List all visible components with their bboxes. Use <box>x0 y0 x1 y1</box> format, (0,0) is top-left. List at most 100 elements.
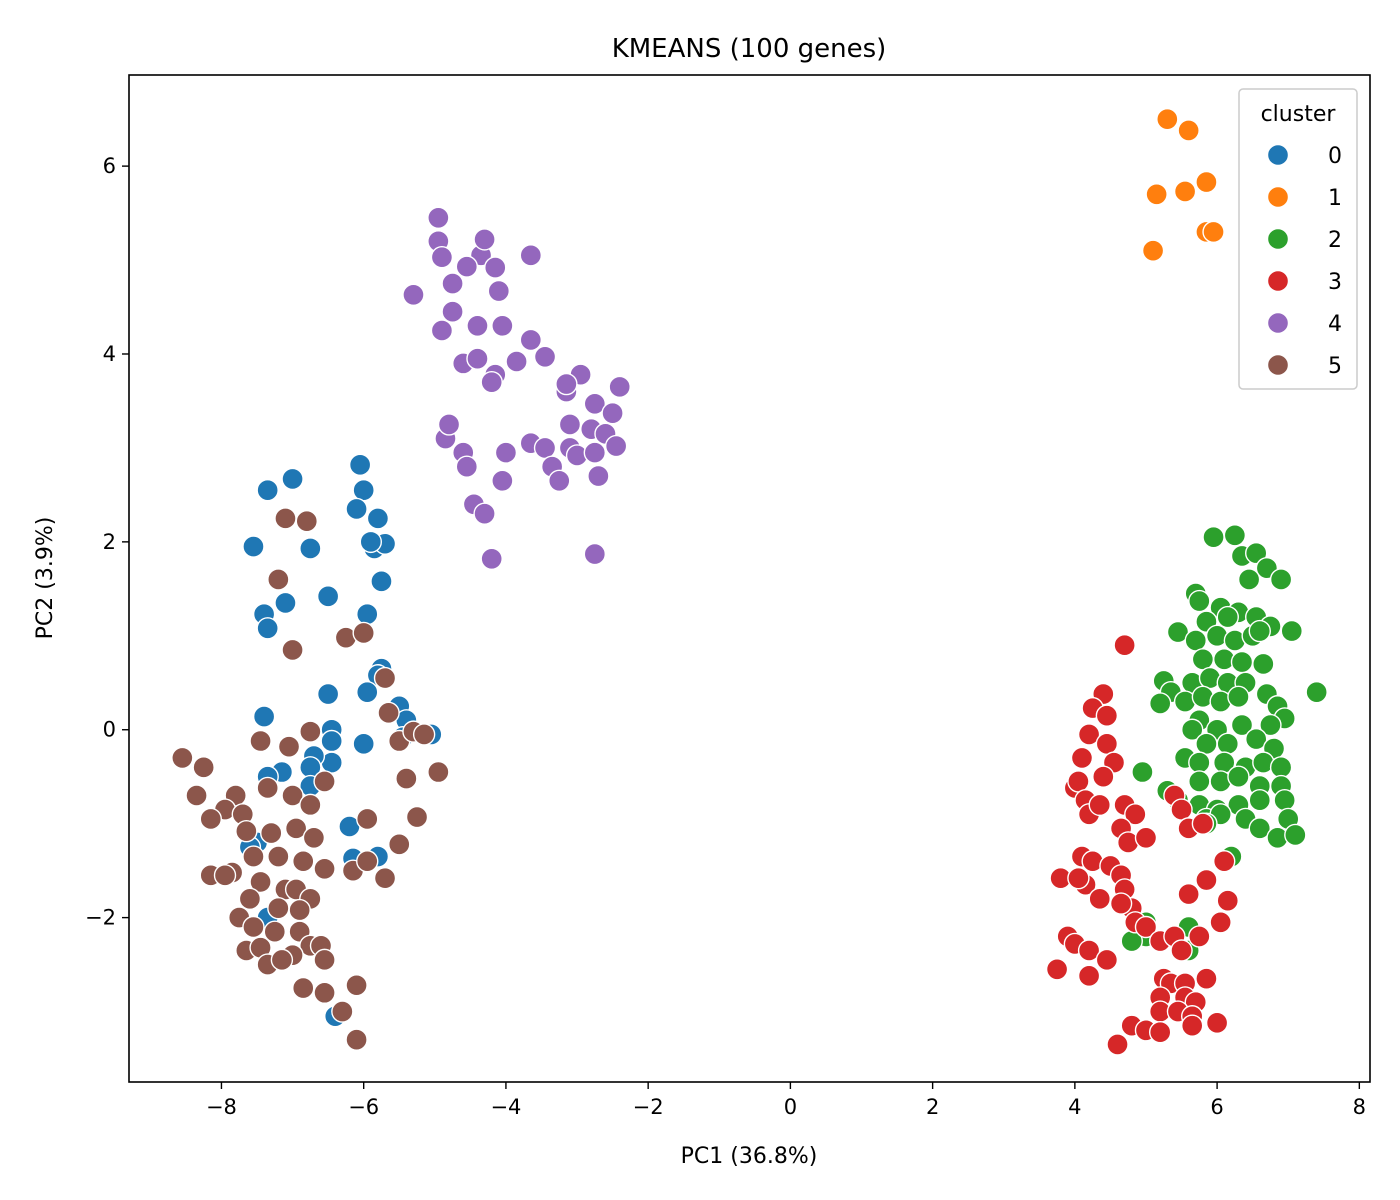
data-point <box>1070 746 1094 770</box>
series-4 <box>402 206 631 570</box>
legend-label: 2 <box>1328 228 1342 253</box>
data-point <box>242 915 265 939</box>
data-point <box>1134 915 1158 939</box>
data-point <box>473 228 496 251</box>
data-point <box>1230 713 1254 737</box>
data-point <box>242 845 265 868</box>
data-point <box>242 535 265 558</box>
data-point <box>441 300 464 323</box>
data-point <box>1252 652 1275 676</box>
legend-marker <box>1266 143 1290 167</box>
data-point <box>348 453 372 477</box>
data-point <box>1141 239 1165 262</box>
data-point <box>1188 751 1211 774</box>
data-point <box>299 793 322 817</box>
chart-title: KMEANS (100 genes) <box>612 34 887 64</box>
y-tick-label: 4 <box>103 342 116 366</box>
x-tick-label: −4 <box>490 1095 521 1119</box>
data-point <box>1170 798 1193 821</box>
data-point <box>1088 793 1111 817</box>
data-point <box>249 729 272 753</box>
data-point <box>1077 723 1101 746</box>
data-point <box>587 464 610 488</box>
data-point <box>427 760 450 784</box>
data-point <box>1280 619 1303 643</box>
x-tick-label: 6 <box>1210 1095 1223 1119</box>
data-point <box>1195 170 1218 194</box>
data-point <box>1077 939 1101 962</box>
y-tick-label: 0 <box>103 718 116 742</box>
data-point <box>1106 1033 1129 1056</box>
data-point <box>292 976 315 1000</box>
data-point <box>1077 964 1101 988</box>
data-point <box>356 850 379 873</box>
data-point <box>555 372 578 396</box>
data-point <box>270 948 294 972</box>
data-point <box>370 570 393 593</box>
data-point <box>1195 868 1218 892</box>
data-point <box>256 478 279 502</box>
plot-frame <box>128 74 1371 1083</box>
legend-label: 4 <box>1328 312 1342 337</box>
data-point <box>256 776 279 800</box>
data-point <box>583 392 607 415</box>
data-point <box>1191 812 1215 835</box>
points-layer <box>171 107 1328 1056</box>
data-point <box>295 509 318 533</box>
x-tick-label: 4 <box>1068 1095 1081 1119</box>
data-point <box>533 345 557 369</box>
data-point <box>316 682 340 706</box>
data-point <box>235 819 258 843</box>
y-axis: −2 0 2 4 6 <box>85 154 129 930</box>
data-point <box>1227 685 1250 709</box>
legend-label: 5 <box>1328 354 1342 379</box>
data-point <box>356 807 379 831</box>
data-point <box>1284 823 1307 847</box>
data-point <box>480 370 503 394</box>
data-point <box>405 805 429 829</box>
legend-marker <box>1266 311 1290 335</box>
legend: cluster 0 1 2 3 4 5 <box>1238 88 1358 390</box>
data-point <box>1195 967 1218 990</box>
data-point <box>1195 732 1218 756</box>
data-point <box>199 807 222 831</box>
series-2 <box>1120 524 1328 962</box>
data-point <box>1227 765 1250 788</box>
data-point <box>267 897 290 920</box>
data-point <box>388 833 411 856</box>
data-point <box>213 864 237 887</box>
data-point <box>359 530 382 554</box>
data-point <box>1092 765 1115 788</box>
data-point <box>437 413 461 436</box>
data-point <box>1248 619 1271 643</box>
data-point <box>491 469 514 493</box>
y-tick-label: −2 <box>85 906 116 930</box>
data-point <box>1170 939 1193 962</box>
data-point <box>519 244 543 267</box>
data-point <box>274 507 297 530</box>
data-point <box>1181 718 1204 741</box>
data-point <box>260 821 283 845</box>
legend-label: 0 <box>1328 144 1342 169</box>
data-point <box>1216 732 1239 756</box>
data-point <box>487 279 511 303</box>
series-1 <box>1141 107 1225 262</box>
data-point <box>1149 1021 1172 1044</box>
data-point <box>608 375 631 399</box>
x-tick-label: 0 <box>784 1095 797 1119</box>
data-point <box>352 478 375 502</box>
data-point <box>1259 713 1282 737</box>
data-point <box>1156 107 1179 131</box>
data-point <box>313 770 336 793</box>
data-point <box>299 720 322 743</box>
data-point <box>252 705 276 728</box>
data-point <box>356 602 379 626</box>
data-point <box>352 621 375 645</box>
data-point <box>583 441 607 464</box>
legend-label: 3 <box>1328 270 1342 295</box>
data-point <box>1145 183 1168 206</box>
data-point <box>316 585 340 608</box>
data-point <box>1237 568 1261 591</box>
data-point <box>238 887 262 911</box>
